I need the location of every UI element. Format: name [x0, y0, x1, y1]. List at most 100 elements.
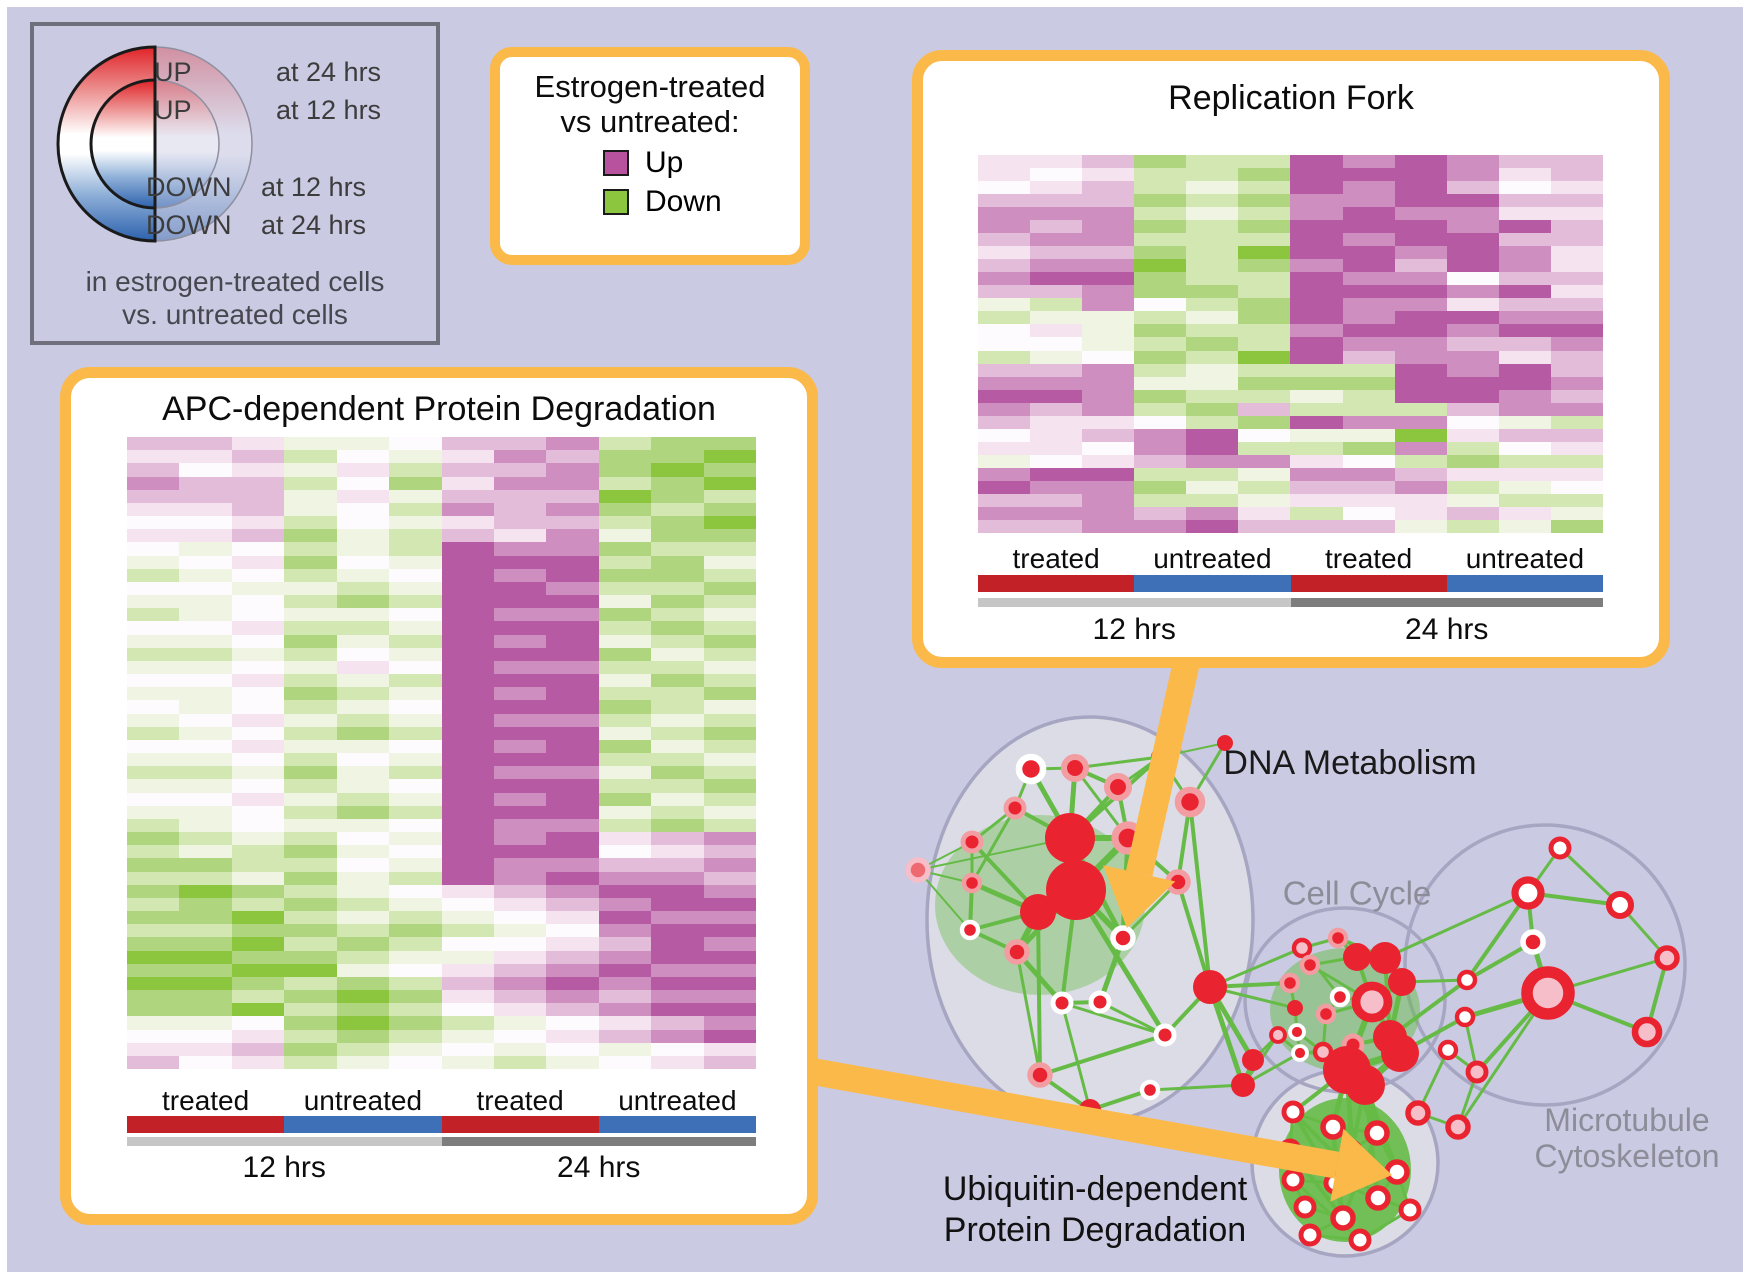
heatmap-cell: [1134, 389, 1187, 403]
heatmap-cell: [978, 311, 1031, 325]
network-edge: [917, 837, 1071, 871]
heatmap-cell: [703, 660, 756, 674]
heatmap-cell: [179, 963, 232, 977]
heatmap-cell: [127, 976, 180, 990]
heatmap-cell: [598, 581, 652, 595]
heatmap-cell: [441, 884, 494, 898]
heatmap-cell: [1134, 376, 1187, 390]
heatmap-cell: [1030, 298, 1083, 312]
heatmap-cell: [336, 516, 390, 530]
heatmap-cell: [598, 753, 652, 767]
heatmap-cell: [441, 1042, 494, 1056]
heatmap-cell: [441, 963, 494, 977]
heatmap-cell: [284, 937, 337, 951]
heatmap-cell: [1498, 181, 1551, 195]
heatmap-cell: [598, 450, 652, 464]
heatmap-cell: [598, 792, 652, 806]
heatmap-cell: [546, 687, 599, 701]
heatmap-cell: [1550, 493, 1603, 507]
heatmap-cell: [978, 519, 1031, 533]
heatmap-cell: [703, 595, 756, 609]
heatmap-cell: [978, 467, 1031, 481]
heatmap-cell: [1238, 168, 1291, 182]
panel-pointer-arrow-shaft: [807, 1057, 1340, 1179]
heatmap-cell: [441, 976, 494, 990]
heatmap-cell: [1134, 272, 1187, 286]
heatmap-cell: [546, 858, 599, 872]
heatmap-cell: [1238, 298, 1291, 312]
heatmap-cell: [1290, 337, 1343, 351]
heatmap-cell: [1030, 246, 1083, 260]
heatmap-cell: [598, 687, 652, 701]
heatmap-cell: [127, 542, 180, 556]
heatmap-cell: [1186, 233, 1239, 247]
network-node-solid-red: [1381, 1034, 1419, 1072]
heatmap-cell: [1186, 441, 1239, 455]
heatmap-cell: [127, 845, 180, 859]
heatmap-cell: [1030, 272, 1083, 286]
heatmap-cell: [493, 713, 547, 727]
heatmap-cell: [546, 621, 599, 635]
heatmap-cell: [1446, 168, 1499, 182]
heatmap-cell: [1290, 311, 1343, 325]
heatmap-cell: [978, 220, 1031, 234]
heatmap-cell: [651, 884, 704, 898]
heatmap-cell: [493, 674, 547, 688]
heatmap-cell: [1498, 376, 1551, 390]
heatmap-cell: [651, 489, 704, 503]
heatmap-cell: [1550, 272, 1603, 286]
heatmap-cell: [231, 502, 285, 516]
heatmap-cell: [598, 660, 652, 674]
heatmap-cell: [1290, 428, 1343, 442]
heatmap-cell: [179, 1003, 232, 1017]
network-node-white-ring-red-core: [959, 919, 981, 941]
heatmap-cell: [1134, 519, 1187, 533]
heatmap-cell: [546, 647, 599, 661]
heatmap-cell: [1186, 337, 1239, 351]
heatmap-cell: [598, 1003, 652, 1017]
heatmap-cell: [1342, 493, 1395, 507]
heatmap-cell: [179, 687, 232, 701]
heatmap-cell: [1290, 194, 1343, 208]
heatmap-cell: [1498, 428, 1551, 442]
heatmap-cell: [441, 581, 494, 595]
heatmap-cell: [284, 753, 337, 767]
heatmap-cell: [336, 924, 390, 938]
heatmap-cell: [1446, 467, 1499, 481]
replication-fork-title: Replication Fork: [1168, 79, 1414, 117]
heatmap-cell: [1290, 376, 1343, 390]
heatmap-cell: [441, 568, 494, 582]
network-node-solid-red: [1242, 1049, 1264, 1071]
heatmap-cell: [598, 700, 652, 714]
network-node-red-ring-white-center: [1364, 1120, 1390, 1146]
heatmap-cell: [1290, 350, 1343, 364]
heatmap-cell: [546, 1055, 599, 1069]
heatmap-cell: [336, 792, 390, 806]
heatmap-cell: [336, 990, 390, 1004]
heatmap-cell: [1030, 389, 1083, 403]
heatmap-cell: [1082, 389, 1135, 403]
heatmap-cell: [284, 568, 337, 582]
heatmap-cell: [1394, 441, 1447, 455]
condition-label: untreated: [618, 1085, 737, 1116]
heatmap-cell: [651, 450, 704, 464]
heatmap-cell: [1446, 389, 1499, 403]
heatmap-cell: [703, 700, 756, 714]
heatmap-cell: [441, 608, 494, 622]
heatmap-cell: [598, 818, 652, 832]
network-node-solid-red: [1217, 735, 1233, 751]
panel-pointer-arrowhead: [1330, 1128, 1392, 1202]
heatmap-cell: [651, 1042, 704, 1056]
heatmap-cell: [179, 463, 232, 477]
heatmap-cell: [1446, 194, 1499, 208]
heatmap-cell: [284, 884, 337, 898]
heatmap-cell: [978, 181, 1031, 195]
heatmap-cell: [231, 884, 285, 898]
heatmap-cell: [651, 1016, 704, 1030]
network-node-red-ring-white-center: [1293, 1195, 1317, 1219]
heatmap-cell: [284, 674, 337, 688]
heatmap-cell: [336, 1042, 390, 1056]
heatmap-cell: [651, 581, 704, 595]
heatmap-cell: [441, 858, 494, 872]
heatmap-cell: [1238, 350, 1291, 364]
